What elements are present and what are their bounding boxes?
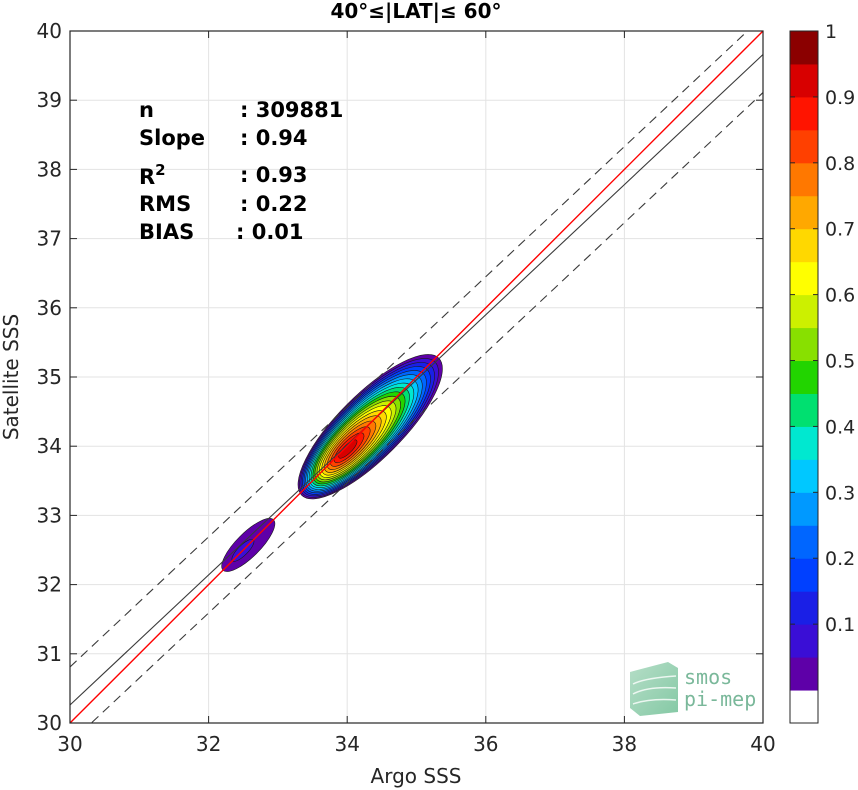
axis-ticks: 30 32 34 36 38 40 30 31 32 33 34 35 36 37 38 39 40 [37, 19, 776, 756]
colorbar-tick-label-8: 0.9 [825, 87, 855, 109]
colorbar-segment-13 [790, 261, 818, 296]
stat-label-slope: Slope [139, 126, 206, 150]
colorbar-segment-8 [790, 426, 818, 460]
colorbar-segment-15 [790, 195, 818, 230]
colorbar-tick-label-0: 0.1 [825, 614, 855, 636]
colorbar-segment-2 [790, 624, 818, 658]
y-tick-label-5: 35 [37, 365, 62, 389]
y-tick-label-3: 33 [37, 503, 62, 527]
smos-logo-watermark: smos pi-mep [630, 662, 756, 716]
stat-value-rms: : 0.22 [240, 192, 308, 216]
colorbar-segment-0 [790, 690, 818, 724]
colorbar-segment-16 [790, 162, 818, 197]
y-tick-label-1: 31 [37, 642, 62, 666]
logo-waves-lines [632, 675, 677, 705]
logo-waves-icon [630, 662, 678, 716]
colorbar-segment-19 [790, 63, 818, 98]
y-tick-label-6: 36 [37, 296, 62, 320]
stat-value-bias: : 0.01 [236, 220, 304, 244]
colorbar-tick-label-6: 0.7 [825, 219, 855, 241]
logo-text-line1: smos [684, 665, 732, 689]
fit-band-lower-line [90, 92, 763, 723]
regression-lines [70, 31, 763, 723]
colorbar-tick-label-4: 0.5 [825, 351, 855, 373]
colorbar-tick-label-7: 0.8 [825, 153, 855, 175]
chart-title: 40°≤|LAT|≤ 60° [330, 0, 501, 23]
stat-value-r2: : 0.93 [240, 163, 308, 187]
colorbar-tick-label-3: 0.4 [825, 416, 855, 438]
grid [69, 30, 764, 724]
y-tick-label-7: 37 [37, 227, 62, 251]
colorbar-segment-5 [790, 525, 818, 559]
logo-text-line2: pi-mep [684, 687, 756, 711]
colorbar-segment-17 [790, 129, 818, 164]
colorbar-segment-14 [790, 228, 818, 263]
stat-label-bias: BIAS [139, 220, 195, 244]
colorbar-segment-20 [790, 31, 818, 65]
y-axis-label: Satellite SSS [0, 314, 23, 440]
density-contour-1-18 [338, 439, 358, 459]
colorbar-frame [789, 30, 819, 724]
y-tick-label-2: 32 [37, 573, 62, 597]
colorbar-segment-12 [790, 294, 818, 329]
colorbar-segment-6 [790, 492, 818, 526]
x-tick-label-0: 30 [57, 732, 82, 756]
r2-superscript: 2 [155, 161, 166, 179]
fit-line [70, 54, 763, 706]
x-tick-label-1: 32 [196, 732, 221, 756]
y-tick-label-9: 39 [37, 88, 62, 112]
colorbar-segment-4 [790, 558, 818, 592]
x-tick-label-5: 40 [750, 732, 775, 756]
x-tick-label-2: 34 [334, 732, 359, 756]
colorbar-segment-18 [790, 96, 818, 131]
y-tick-label-8: 38 [37, 157, 62, 181]
fit-band-upper-line [70, 31, 749, 668]
colorbar-segment-7 [790, 459, 818, 493]
r2-letter: R [139, 165, 156, 189]
y-tick-label-4: 34 [37, 434, 62, 458]
x-axis-label: Argo SSS [371, 764, 462, 788]
x-tick-label-3: 36 [473, 732, 498, 756]
colorbar-segment-9 [790, 393, 818, 427]
colorbar-tick-label-9: 1 [825, 21, 837, 43]
colorbar-segment-11 [790, 327, 818, 362]
stat-value-slope: : 0.94 [240, 126, 308, 150]
colorbar-segment-1 [790, 657, 818, 691]
y-tick-label-0: 30 [37, 711, 62, 735]
stat-label-r2: R2 [139, 161, 166, 189]
x-tick-label-4: 38 [612, 732, 637, 756]
colorbar-segment-3 [790, 591, 818, 625]
identity-line [70, 31, 763, 723]
stat-value-n: : 309881 [240, 98, 344, 122]
stat-label-n: n [139, 98, 154, 122]
y-tick-label-10: 40 [37, 19, 62, 43]
stat-label-rms: RMS [139, 192, 192, 216]
colorbar-tick-label-1: 0.2 [825, 548, 855, 570]
colorbar-tick-label-5: 0.6 [825, 285, 855, 307]
colorbar: 0.1 0.2 0.3 0.4 0.5 0.6 0.7 0.8 0.9 1 [789, 21, 855, 724]
colorbar-tick-label-2: 0.3 [825, 482, 855, 504]
colorbar-segment-10 [790, 360, 818, 394]
